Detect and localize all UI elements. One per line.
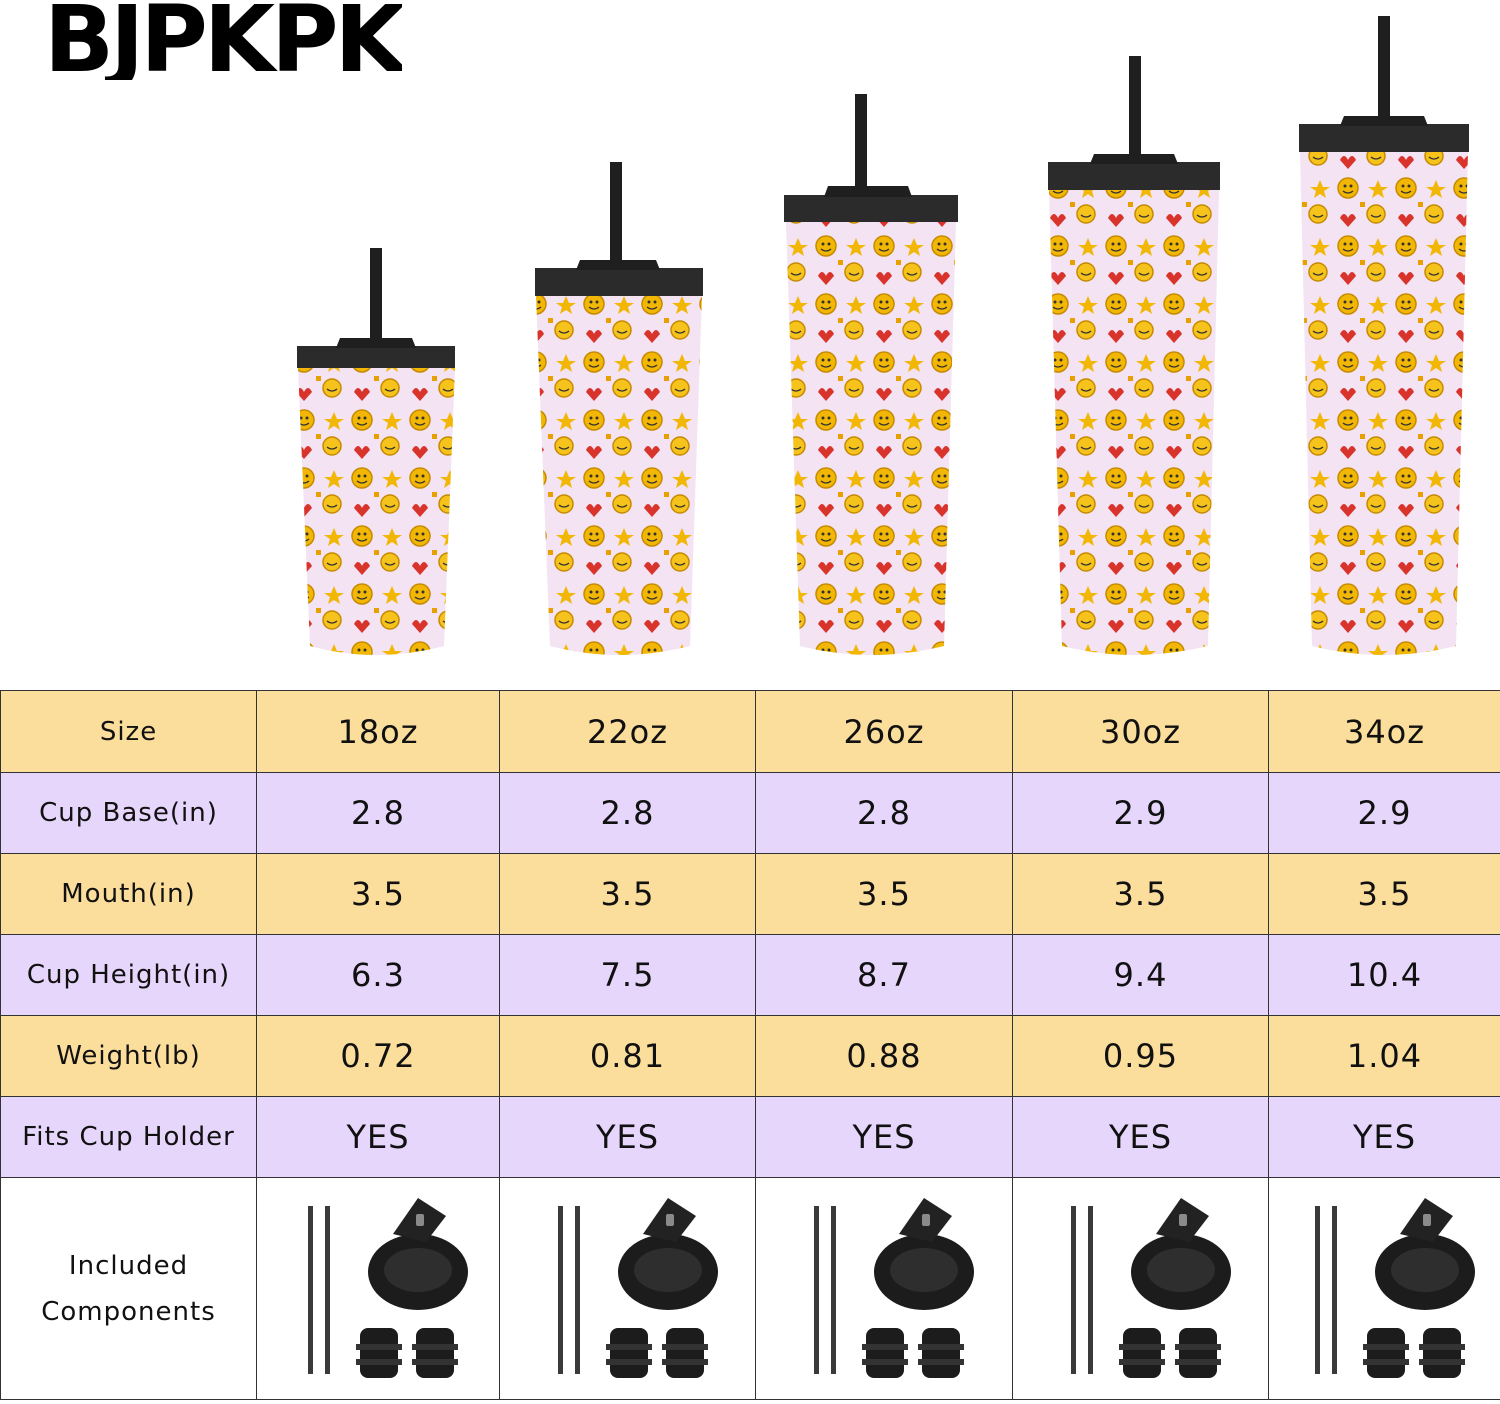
plug-icon (356, 1327, 402, 1378)
table-cell: 2.8 (755, 772, 1013, 854)
components-cell (499, 1177, 756, 1400)
table-cell: 0.95 (1012, 1015, 1269, 1097)
row-label: Weight(lb) (0, 1015, 257, 1097)
row-label: Cup Height(in) (0, 934, 257, 1016)
table-row: Fits Cup Holder YES YES YES YES YES (0, 1096, 1500, 1178)
table-cell: 3.5 (256, 853, 500, 935)
tumbler-26oz (784, 94, 958, 655)
plug-icon (1118, 1327, 1165, 1378)
table-row: Cup Base(in) 2.8 2.8 2.8 2.9 2.9 (0, 772, 1500, 854)
table-row: Mouth(in) 3.5 3.5 3.5 3.5 3.5 (0, 853, 1500, 935)
straws-icon (308, 1205, 330, 1374)
table-row: Weight(lb) 0.72 0.81 0.88 0.95 1.04 (0, 1015, 1500, 1097)
components-row: Included Components (0, 1177, 1500, 1400)
table-cell: 10.4 (1268, 934, 1500, 1016)
straws-icon (1314, 1205, 1337, 1374)
table-cell: 7.5 (499, 934, 756, 1016)
table-cell: 2.8 (499, 772, 756, 854)
table-cell: 3.5 (499, 853, 756, 935)
table-cell: 0.88 (755, 1015, 1013, 1097)
components-cell (1268, 1177, 1500, 1400)
tumbler-30oz (1048, 56, 1220, 655)
plug-icon (661, 1327, 708, 1378)
table-cell: 2.9 (1012, 772, 1269, 854)
table-cell: YES (1268, 1096, 1500, 1178)
components-cell (755, 1177, 1013, 1400)
tumbler-34oz (1299, 16, 1469, 655)
table-cell: 2.9 (1268, 772, 1500, 854)
header-cell-26oz: 26oz (755, 690, 1013, 773)
straws-icon (1070, 1205, 1093, 1374)
table-cell: 3.5 (1012, 853, 1269, 935)
header-cell-22oz: 22oz (499, 690, 756, 773)
table-cell: 3.5 (755, 853, 1013, 935)
straws-icon (814, 1205, 836, 1374)
header-cell-30oz: 30oz (1012, 690, 1269, 773)
lid-icon (1374, 1197, 1475, 1310)
table-row: Cup Height(in) 6.3 7.5 8.7 9.4 10.4 (0, 934, 1500, 1016)
components-label-line1: Included (68, 1250, 189, 1281)
row-label: Cup Base(in) (0, 772, 257, 854)
tumbler-22oz (535, 162, 703, 655)
components-cell (256, 1177, 500, 1400)
lid-icon (617, 1197, 718, 1310)
lid-icon (1130, 1197, 1231, 1310)
tumbler-18oz (297, 248, 455, 655)
table-cell: YES (256, 1096, 500, 1178)
table-cell: 6.3 (256, 934, 500, 1016)
table-cell: YES (1012, 1096, 1269, 1178)
components-label: Included Components (0, 1177, 257, 1400)
table-header-row: Size 18oz 22oz 26oz 30oz 34oz (0, 690, 1500, 773)
table-cell: 8.7 (755, 934, 1013, 1016)
size-comparison-table: Size 18oz 22oz 26oz 30oz 34oz Cup Base(i… (0, 690, 1500, 1400)
header-cell-18oz: 18oz (256, 690, 500, 773)
plug-icon (918, 1327, 964, 1378)
table-cell: 0.72 (256, 1015, 500, 1097)
lid-icon (368, 1197, 468, 1310)
plug-icon (605, 1327, 652, 1378)
header-cell-34oz: 34oz (1268, 690, 1500, 773)
table-cell: 0.81 (499, 1015, 756, 1097)
table-cell: 2.8 (256, 772, 500, 854)
row-label: Fits Cup Holder (0, 1096, 257, 1178)
row-label: Mouth(in) (0, 853, 257, 935)
plug-icon (862, 1327, 908, 1378)
plug-icon (1362, 1327, 1409, 1378)
table-cell: 3.5 (1268, 853, 1500, 935)
tumbler-lineup (297, 16, 1469, 655)
lid-icon (874, 1197, 974, 1310)
table-cell: 9.4 (1012, 934, 1269, 1016)
straws-icon (557, 1205, 580, 1374)
table-cell: YES (755, 1096, 1013, 1178)
components-cell (1012, 1177, 1269, 1400)
plug-icon (412, 1327, 458, 1378)
plug-icon (1174, 1327, 1221, 1378)
brand-logo: BJPKPK (44, 0, 402, 80)
table-cell: YES (499, 1096, 756, 1178)
header-cell-size: Size (0, 690, 257, 773)
table-cell: 1.04 (1268, 1015, 1500, 1097)
plug-icon (1418, 1327, 1465, 1378)
components-label-line2: Components (41, 1296, 216, 1327)
